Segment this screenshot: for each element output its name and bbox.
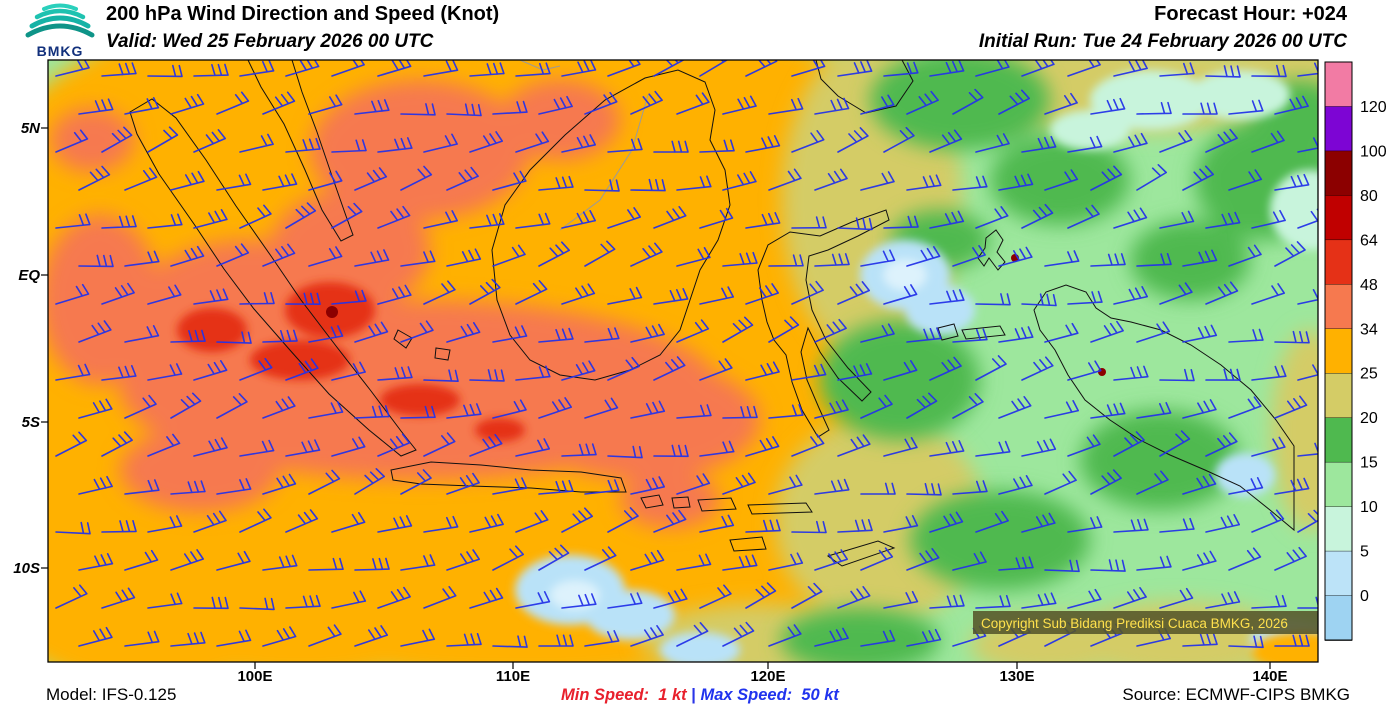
- colorbar-segment: [1324, 550, 1353, 597]
- colorbar-label: 20: [1360, 410, 1378, 427]
- colorbar-segment: [1324, 61, 1353, 108]
- coastline-lombok: [671, 496, 691, 509]
- colorbar-label: 5: [1360, 544, 1369, 561]
- colorbar-label: 0: [1360, 588, 1369, 605]
- x-tick-140e: 140E: [1252, 668, 1287, 685]
- coastline-sulawesi: [757, 209, 890, 438]
- colorbar-label: 10: [1360, 499, 1378, 516]
- source-label: Source: ECMWF-CIPS BMKG: [1122, 685, 1350, 704]
- coastline-seram: [961, 325, 1006, 340]
- x-tick-110e: 110E: [496, 668, 530, 685]
- wind-barbs-path: [55, 60, 1318, 649]
- colorbar-label: 25: [1360, 366, 1378, 383]
- y-tick-10s: 10S: [13, 560, 40, 577]
- colorbar-label: 15: [1360, 455, 1378, 472]
- model-label: Model: IFS-0.125: [46, 685, 177, 704]
- coastline-halmahera: [977, 229, 1006, 271]
- coastline-bali: [640, 494, 664, 509]
- colorbar: 120 100 80 64 48 34 25 20 15 10 5 0: [1324, 61, 1387, 641]
- min-speed-label: Min Speed: 1 kt: [561, 686, 687, 704]
- initial-run: Initial Run: Tue 24 February 2026 00 UTC: [978, 31, 1347, 52]
- colorbar-segment: [1324, 106, 1353, 152]
- coastline-sumba: [729, 536, 767, 552]
- colorbar-segment: [1324, 595, 1353, 641]
- border-borneo: [559, 94, 649, 231]
- y-tick-eq: EQ: [18, 267, 40, 284]
- coastline-bangka: [393, 329, 413, 349]
- copyright-overlay: Copyright Sub Bidang Prediksi Cuaca BMKG…: [973, 611, 1318, 634]
- x-tick-120e: 120E: [750, 668, 785, 685]
- coastline-belitung: [434, 347, 451, 361]
- colorbar-segment: [1324, 373, 1353, 419]
- x-tick-100e: 100E: [237, 668, 272, 685]
- coastline-flores: [747, 502, 813, 515]
- axis-labels: 100E 110E 120E 130E 140E 5N EQ 5S 10S: [13, 120, 1287, 685]
- colorbar-label: 64: [1360, 232, 1378, 249]
- speed-range: Min Speed: 1 kt | Max Speed: 50 kt: [0, 686, 1400, 705]
- colorbar-label: 120: [1360, 99, 1387, 116]
- coastline-borneo: [491, 69, 731, 381]
- colorbar-segment: [1324, 461, 1353, 508]
- colorbar-segment: [1324, 150, 1353, 197]
- copyright-background: [973, 611, 1318, 634]
- speed-separator: |: [686, 686, 701, 704]
- colorbar-segment: [1324, 328, 1353, 375]
- coastline-sumbawa: [697, 497, 737, 512]
- max-speed-label: Max Speed: 50 kt: [700, 686, 839, 704]
- colorbar-label: 34: [1360, 321, 1378, 338]
- wind-speed-field: [48, 60, 1318, 662]
- colorbar-segment: [1324, 506, 1353, 552]
- coastline-indochina: [519, 60, 561, 71]
- colorbar-label: 100: [1360, 143, 1387, 160]
- colorbar-segment: [1324, 195, 1353, 241]
- coastline-mindanao: [815, 60, 914, 114]
- y-tick-5n: 5N: [21, 120, 41, 137]
- colorbar-segment: [1324, 239, 1353, 286]
- axis-ticks: [41, 127, 1271, 669]
- bmkg-logo-icon: [25, 3, 95, 38]
- y-tick-5s: 5S: [22, 414, 40, 431]
- bmkg-logo: BMKG: [14, 1, 106, 59]
- valid-time: Valid: Wed 25 February 2026 00 UTC: [106, 31, 434, 52]
- colorbar-label: 80: [1360, 188, 1378, 205]
- map-frame: [47, 59, 1319, 663]
- forecast-hour: Forecast Hour: +024: [1154, 3, 1347, 25]
- page-title: 200 hPa Wind Direction and Speed (Knot): [106, 3, 500, 25]
- coastline-papua: [1033, 284, 1295, 532]
- wind-barbs: [55, 60, 1318, 649]
- coastline-malay-peninsula: [247, 60, 354, 242]
- colorbar-segment: [1324, 284, 1353, 330]
- coastline-sumatra: [129, 98, 417, 457]
- colorbar-frame: [1324, 61, 1353, 641]
- colorbar-label: 48: [1360, 277, 1378, 294]
- colorbar-segment: [1324, 417, 1353, 463]
- x-tick-130e: 130E: [999, 668, 1034, 685]
- copyright-text: Copyright Sub Bidang Prediksi Cuaca BMKG…: [981, 616, 1288, 631]
- bmkg-logo-text: BMKG: [36, 43, 84, 59]
